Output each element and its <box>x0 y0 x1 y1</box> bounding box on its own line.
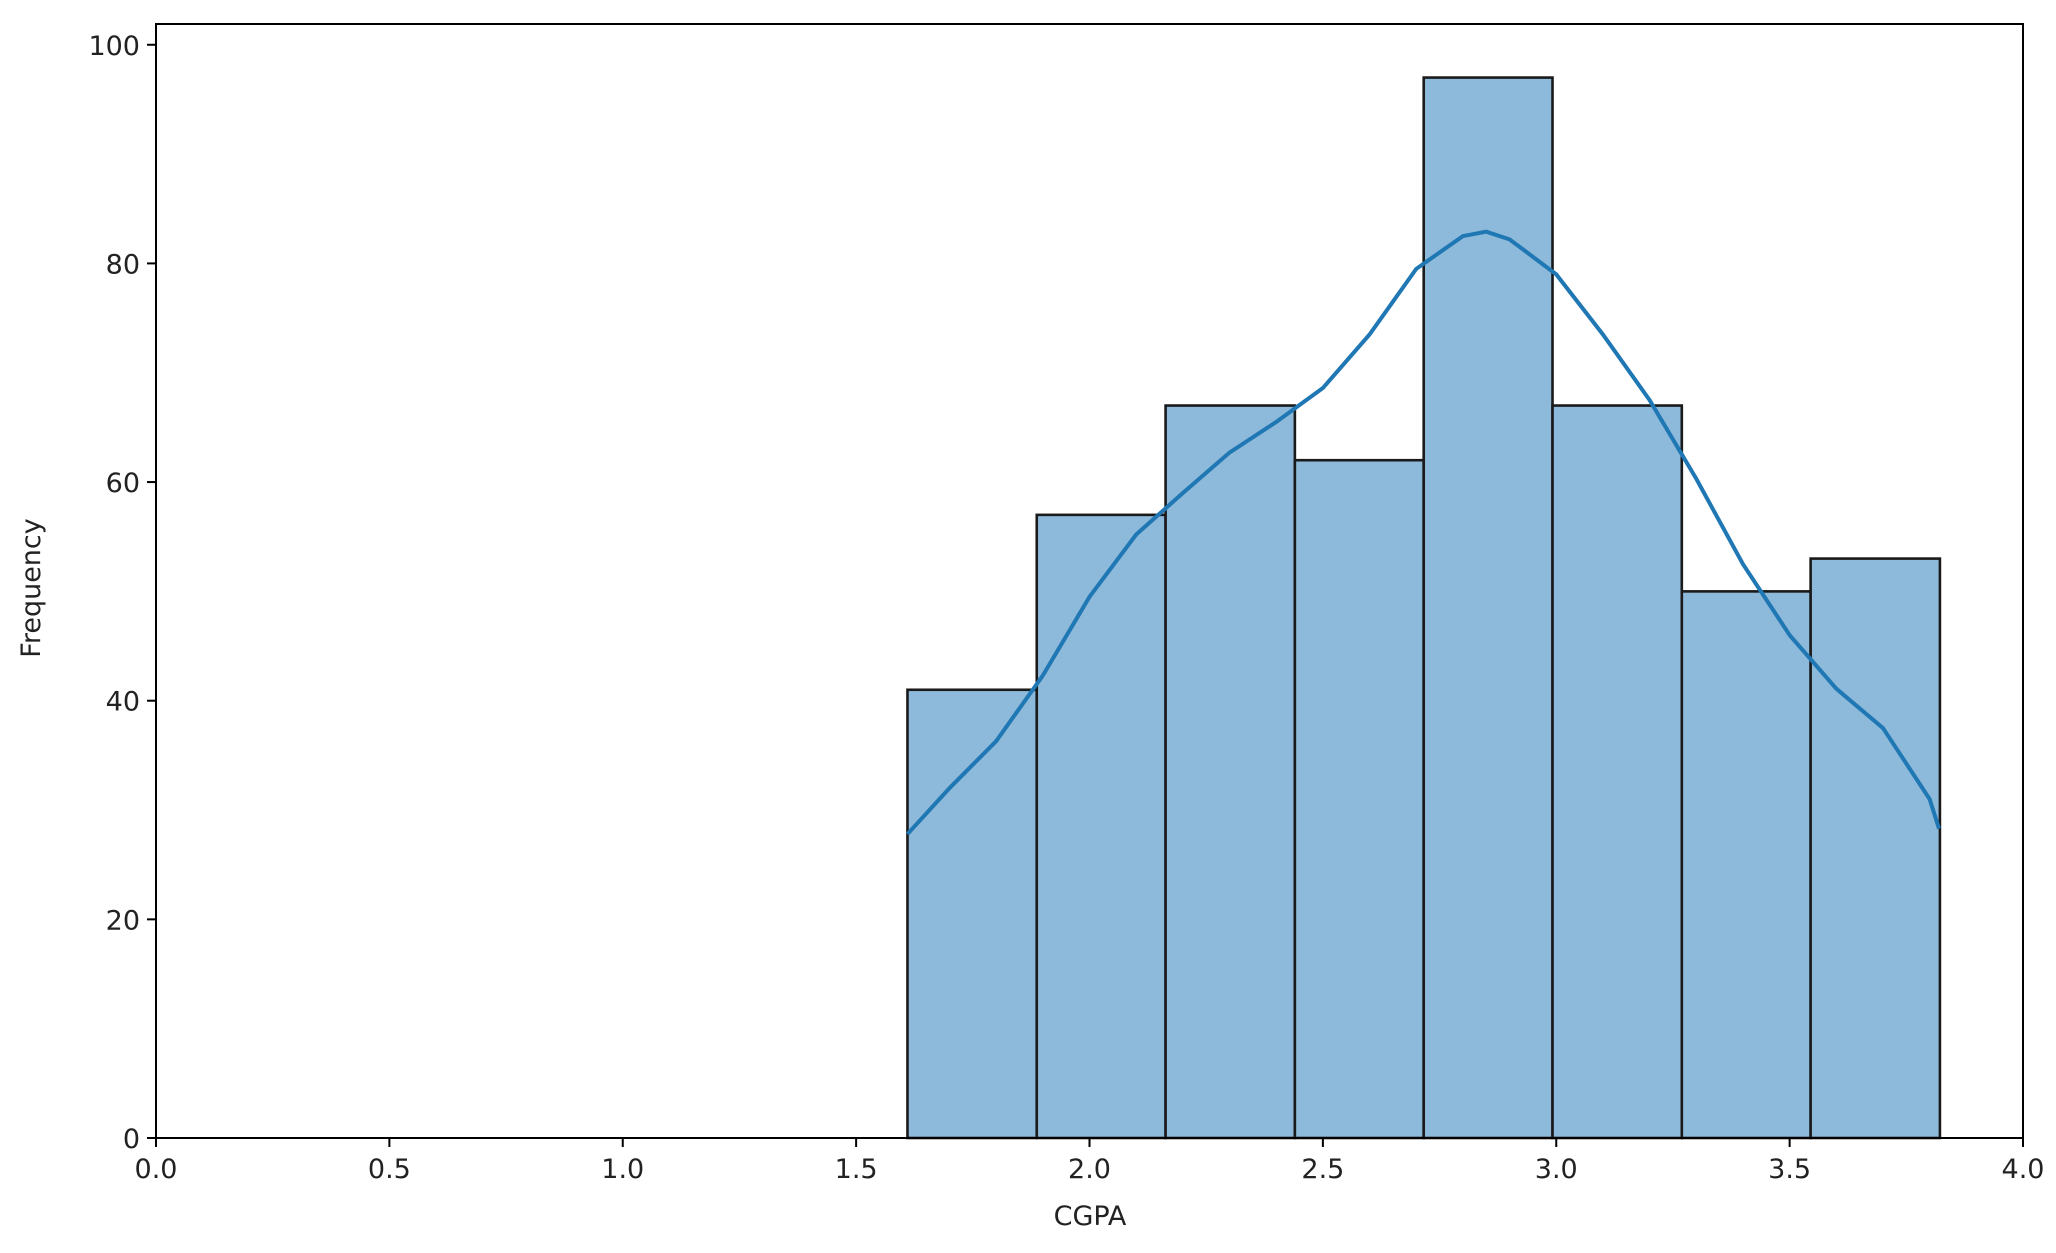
bar <box>906 688 1039 1140</box>
x-tick-label: 0.5 <box>368 1154 411 1185</box>
x-tick-label: 1.5 <box>835 1154 878 1185</box>
y-tick-label: 100 <box>88 31 140 62</box>
x-tick-label: 3.0 <box>1535 1154 1578 1185</box>
y-tick-label: 80 <box>106 249 140 280</box>
x-tick-label: 3.5 <box>1768 1154 1811 1185</box>
y-tick-label: 0 <box>123 1124 140 1155</box>
x-tick-label: 0.0 <box>135 1154 178 1185</box>
kde-line <box>905 229 1941 836</box>
bar <box>1035 513 1167 1140</box>
y-tick-label: 40 <box>106 687 140 718</box>
bar <box>1293 458 1425 1140</box>
bar <box>1551 404 1684 1140</box>
bar <box>1422 76 1554 1140</box>
y-tick-label: 60 <box>106 468 140 499</box>
x-axis-label: CGPA <box>1054 1201 1127 1232</box>
bar <box>1164 404 1297 1140</box>
x-tick-label: 1.0 <box>601 1154 644 1185</box>
x-tick-label: 2.0 <box>1068 1154 1111 1185</box>
x-tick-label: 2.5 <box>1301 1154 1344 1185</box>
y-tick-label: 20 <box>106 905 140 936</box>
bar <box>1680 590 1812 1140</box>
y-axis-label: Frequency <box>16 518 47 658</box>
x-tick-label: 4.0 <box>2002 1154 2045 1185</box>
bar <box>1809 557 1942 1140</box>
